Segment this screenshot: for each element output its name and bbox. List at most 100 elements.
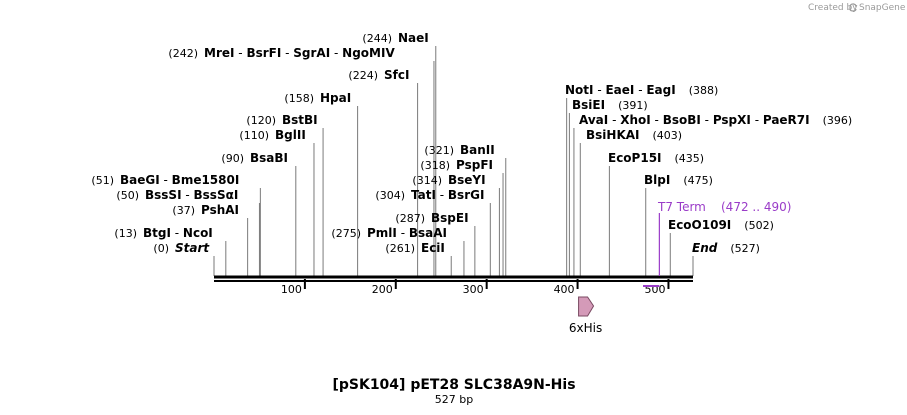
site-label-sfci: SfcI (384, 68, 409, 82)
site-position-blpi: (475) (683, 174, 713, 187)
site-sfci[interactable]: SfcI (224) (348, 68, 409, 82)
site-position-ecii: (261) (385, 242, 415, 255)
site-position-bspei: (287) (395, 212, 425, 225)
site-bsiei[interactable]: BsiEI (391) (572, 98, 648, 112)
enzyme-bsssi: BssSI (145, 188, 182, 202)
site-label-bseyi: BseYI (448, 173, 486, 187)
tick-label-100: 100 (281, 283, 302, 296)
site-label-banii: BanII (460, 143, 495, 157)
site-pshai[interactable]: PshAI (37) (172, 203, 239, 217)
tick-label-200: 200 (372, 283, 393, 296)
snapgene-credit: Created by SnapGene (808, 3, 906, 13)
site-bsihkai[interactable]: BsiHKAI (403) (586, 128, 682, 142)
enzyme-banii: BanII (460, 143, 495, 157)
enzyme-eagi: EagI (646, 83, 675, 97)
site-label-bstbi: BstBI (282, 113, 318, 127)
enzyme-baegi: BaeGI (120, 173, 160, 187)
site-label-bsssi-bsss-i: BssSI - BssSαI (145, 188, 238, 202)
site-pspfi[interactable]: PspFI (318) (420, 158, 493, 172)
site-position-hpai: (158) (284, 92, 314, 105)
enzyme-mrei: MreI (204, 46, 234, 60)
site-bstbi[interactable]: BstBI (120) (246, 113, 317, 127)
site-label-bspei: BspEI (431, 211, 469, 225)
site-position-bsiei: (391) (618, 99, 648, 112)
site-label-btgi-ncoi: BtgI - NcoI (143, 226, 213, 240)
his-tag-arrow-icon[interactable] (578, 296, 595, 317)
enzyme-start: Start (175, 241, 210, 255)
site-naei[interactable]: NaeI (244) (362, 31, 428, 45)
enzyme-naei: NaeI (398, 31, 429, 45)
tick-label-300: 300 (463, 283, 484, 296)
enzyme-bstbi: BstBI (282, 113, 318, 127)
site-ecoo109i[interactable]: EcoO109I (502) (668, 218, 774, 232)
site-label-pspfi: PspFI (456, 158, 493, 172)
site-bsssi-bsss-i[interactable]: BssSI - BssSαI (50) (116, 188, 238, 202)
site-end[interactable]: End (527) (692, 241, 760, 255)
enzyme-btgi: BtgI (143, 226, 171, 240)
site-blpi[interactable]: BlpI (475) (644, 173, 713, 187)
enzyme-noti: NotI (565, 83, 594, 97)
site-banii[interactable]: BanII (321) (424, 143, 494, 157)
site-label-naei: NaeI (398, 31, 429, 45)
site-baegi-bme1580i[interactable]: BaeGI - Bme1580I (51) (91, 173, 239, 187)
enzyme-bsrgi: BsrGI (448, 188, 485, 202)
sequence-backbone (214, 275, 693, 282)
site-position-noti-eaei-eagi: (388) (689, 84, 719, 97)
site-label-start: Start (175, 241, 210, 255)
enzyme-ecoo109i: EcoO109I (668, 218, 731, 232)
site-position-bsihkai: (403) (653, 129, 683, 142)
site-start[interactable]: Start (0) (153, 241, 210, 255)
site-position-baegi-bme1580i: (51) (91, 174, 114, 187)
enzyme-ecop15i: EcoP15I (608, 151, 662, 165)
site-position-bsssi-bsss-i: (50) (116, 189, 139, 202)
site-position-bsabi: (90) (221, 152, 244, 165)
enzyme-ncoi: NcoI (183, 226, 213, 240)
site-noti-eaei-eagi[interactable]: NotI - EaeI - EagI (388) (565, 83, 718, 97)
enzyme-bsabi: BsaBI (250, 151, 288, 165)
site-label-mrei-bsrfi-sgrai-ngomiv: MreI - BsrFI - SgrAI - NgoMIV (204, 46, 395, 60)
site-position-ecop15i: (435) (675, 152, 705, 165)
site-label-ecoo109i: EcoO109I (668, 218, 731, 232)
his-tag-feature: 6xHis (569, 296, 602, 335)
site-mrei-bsrfi-sgrai-ngomiv[interactable]: MreI - BsrFI - SgrAI - NgoMIV (242) (168, 46, 395, 60)
site-ecop15i[interactable]: EcoP15I (435) (608, 151, 704, 165)
enzyme-bspei: BspEI (431, 211, 469, 225)
terminator-feature: T7 Term (472 .. 490) (643, 200, 791, 287)
site-bglii[interactable]: BglII (110) (239, 128, 305, 142)
t7-term-bar[interactable] (643, 285, 660, 287)
site-label-bsihkai: BsiHKAI (586, 128, 640, 142)
site-tati-bsrgi[interactable]: TatI - BsrGI (304) (375, 188, 484, 202)
his-tag-label: 6xHis (569, 321, 602, 335)
t7-term-label: T7 Term (657, 200, 706, 214)
enzyme-paer7i: PaeR7I (763, 113, 810, 127)
site-label-bsabi: BsaBI (250, 151, 288, 165)
site-label-pmli-bsaai: PmlI - BsaAI (367, 226, 447, 240)
site-bspei[interactable]: BspEI (287) (395, 211, 468, 225)
site-pmli-bsaai[interactable]: PmlI - BsaAI (275) (331, 226, 447, 240)
enzyme-bme1580i: Bme1580I (172, 173, 240, 187)
site-position-pshai: (37) (172, 204, 195, 217)
enzyme-labels: NaeI (244)MreI - BsrFI - SgrAI - NgoMIV (2… (91, 31, 852, 255)
enzyme-pshai: PshAI (201, 203, 239, 217)
site-position-mrei-bsrfi-sgrai-ngomiv: (242) (168, 47, 198, 60)
enzyme-bsaai: BsaAI (409, 226, 447, 240)
site-bseyi[interactable]: BseYI (314) (412, 173, 485, 187)
site-label-avai-xhoi-bsobi-pspxi-paer7i: AvaI - XhoI - BsoBI - PspXI - PaeR7I (579, 113, 810, 127)
site-avai-xhoi-bsobi-pspxi-paer7i[interactable]: AvaI - XhoI - BsoBI - PspXI - PaeR7I (396… (579, 113, 852, 127)
snapgene-logo-icon (849, 3, 857, 12)
site-ecii[interactable]: EciI (261) (385, 241, 444, 255)
site-btgi-ncoi[interactable]: BtgI - NcoI (13) (114, 226, 212, 240)
site-label-ecii: EciI (421, 241, 445, 255)
map-title: [pSK104] pET28 SLC38A9N-His (332, 377, 575, 393)
site-hpai[interactable]: HpaI (158) (284, 91, 351, 105)
t7-term-range: (472 .. 490) (721, 200, 791, 214)
enzyme-pmli: PmlI (367, 226, 397, 240)
enzyme-sfci: SfcI (384, 68, 409, 82)
enzyme-eaei: EaeI (605, 83, 634, 97)
site-position-naei: (244) (362, 32, 392, 45)
site-bsabi[interactable]: BsaBI (90) (221, 151, 288, 165)
site-label-baegi-bme1580i: BaeGI - Bme1580I (120, 173, 239, 187)
tick-label-500: 500 (644, 283, 665, 296)
site-label-bglii: BglII (275, 128, 306, 142)
